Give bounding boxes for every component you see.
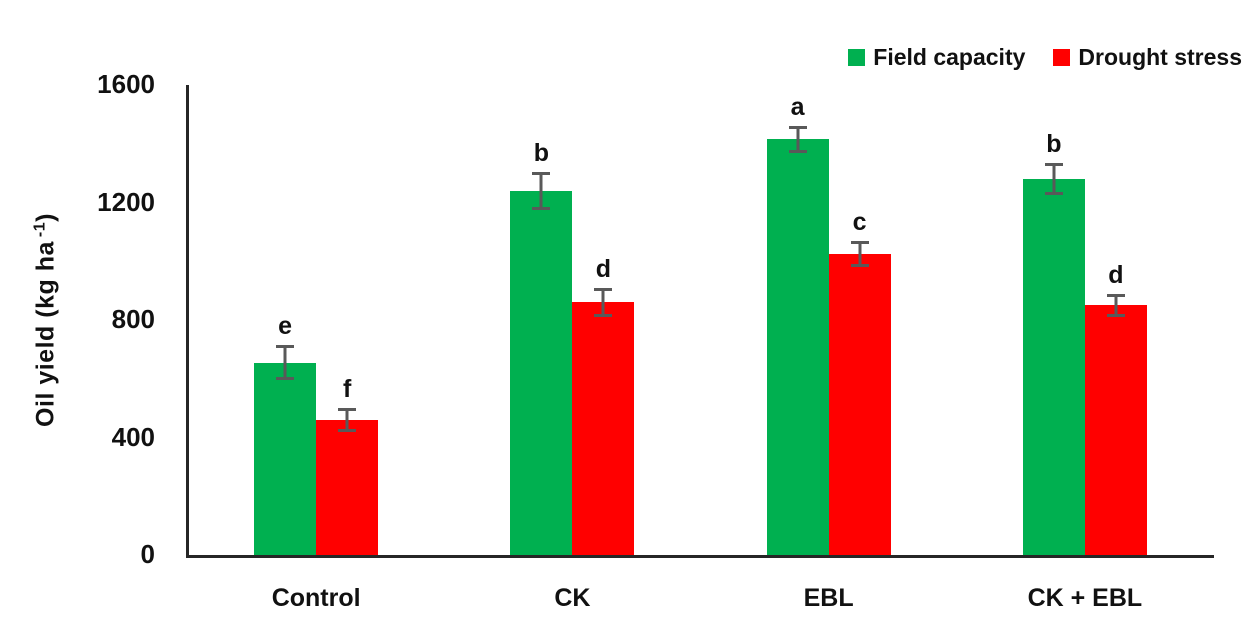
x-axis-line	[186, 555, 1214, 558]
significance-letter: b	[1046, 129, 1062, 158]
significance-letter: d	[595, 254, 612, 283]
significance-letter: e	[278, 311, 293, 340]
significance-letter: a	[790, 92, 805, 121]
error-bar-line	[1052, 162, 1056, 196]
error-bar-cap-bottom	[594, 314, 613, 318]
y-tick-label: 1200	[97, 186, 155, 217]
error-bar-cap-top	[1044, 162, 1063, 166]
bar-field-capacity	[510, 190, 573, 555]
error-bar-cap-bottom	[338, 428, 357, 432]
bar-field-capacity	[766, 139, 829, 555]
error-bar-cap-top	[594, 287, 613, 291]
error-bar-cap-top	[850, 240, 869, 244]
error-bar-cap-top	[338, 408, 357, 412]
bar-field-capacity	[1022, 179, 1085, 555]
error-bar-cap-bottom	[850, 264, 869, 268]
x-category-label: CK	[554, 584, 591, 612]
y-axis-title-superscript: -1	[31, 221, 49, 238]
error-bar-line	[796, 126, 800, 153]
x-category-label: EBL	[803, 584, 854, 612]
error-bar-cap-bottom	[532, 206, 551, 210]
error-bar-cap-top	[788, 126, 807, 130]
x-category-label: CK + EBL	[1027, 584, 1143, 612]
legend-item-drought-stress: Drought stress	[1053, 44, 1242, 71]
bar-drought-stress	[316, 419, 379, 555]
error-bar-cap-bottom	[1044, 192, 1063, 196]
error-bar-cap-top	[532, 171, 551, 175]
error-bar-line	[601, 287, 605, 318]
bar-drought-stress	[828, 253, 891, 555]
x-category-label: Control	[271, 584, 361, 612]
significance-letter: b	[533, 138, 550, 167]
y-tick-label: 800	[111, 303, 155, 334]
y-tick-label: 400	[111, 421, 155, 452]
error-bar-cap-bottom	[1106, 314, 1125, 318]
y-tick-label: 0	[140, 538, 155, 569]
bar-drought-stress	[1084, 305, 1147, 555]
error-bar-line	[283, 344, 287, 381]
error-bar-line	[345, 408, 349, 432]
legend-swatch-field-capacity	[848, 49, 866, 66]
error-bar-cap-bottom	[788, 149, 807, 153]
error-bar-cap-top	[1106, 293, 1125, 297]
y-tick-label: 1600	[97, 68, 155, 99]
significance-letter: d	[1108, 260, 1124, 289]
y-axis-line	[186, 85, 189, 558]
significance-letter: f	[342, 374, 352, 403]
legend-label-field-capacity: Field capacity	[873, 44, 1026, 70]
error-bar-line	[858, 240, 862, 268]
error-bar-line	[1114, 293, 1118, 318]
bar-drought-stress	[572, 302, 635, 555]
significance-letter: c	[852, 207, 867, 236]
legend-swatch-drought-stress	[1053, 49, 1071, 66]
legend-label-drought-stress: Drought stress	[1078, 44, 1242, 70]
bar-field-capacity	[254, 362, 317, 555]
error-bar-cap-bottom	[276, 377, 295, 381]
chart-legend: Field capacity Drought stress	[848, 44, 1242, 71]
error-bar-cap-top	[276, 344, 295, 348]
error-bar-line	[539, 171, 543, 210]
legend-item-field-capacity: Field capacity	[848, 44, 1025, 71]
